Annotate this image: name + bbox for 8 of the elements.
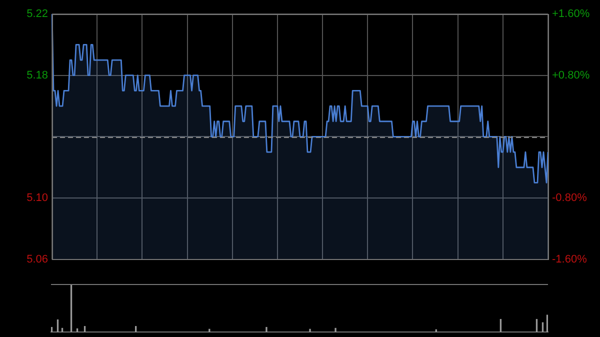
y-tick-label: 5.06 — [26, 253, 48, 266]
y-tick-label: 5.10 — [26, 192, 48, 204]
y2-tick-label: -0.80% — [552, 192, 588, 204]
y-tick-label: 5.18 — [26, 69, 48, 82]
y2-tick-label: +1.60% — [552, 8, 590, 20]
y-tick-label: 5.22 — [26, 8, 48, 20]
y2-tick-label: -1.60% — [552, 253, 588, 266]
y2-tick-label: +0.80% — [552, 69, 590, 82]
